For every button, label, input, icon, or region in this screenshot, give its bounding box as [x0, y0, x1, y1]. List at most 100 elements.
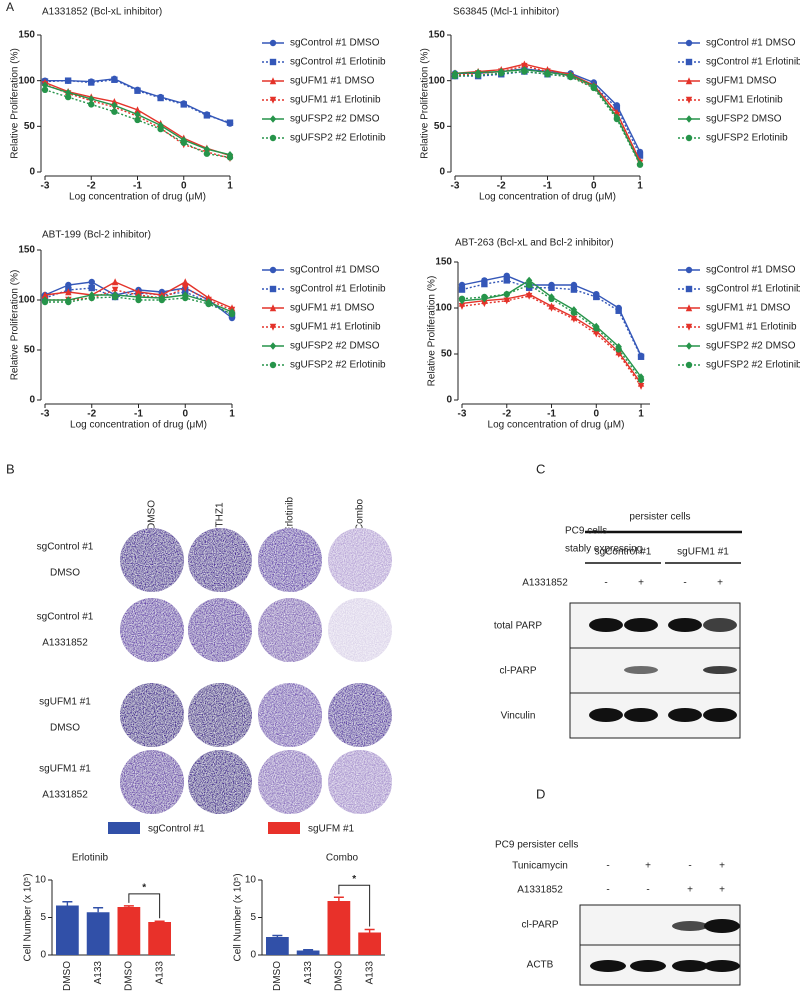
y-tick-label: 50 [434, 121, 446, 132]
group-label: sgControl #1 [595, 547, 652, 558]
marker [226, 119, 234, 126]
legend-label: sgUFSP2 #2 Erlotinib [706, 360, 800, 371]
treatment-label: Tunicamycin [512, 861, 568, 872]
legend-marker [269, 285, 277, 293]
treatment-sign: - [646, 885, 649, 896]
marker [481, 300, 488, 308]
row-label: sgControl #1 [37, 542, 94, 553]
row-label: sgControl #1 [37, 612, 94, 623]
chart-title: S63845 (Mcl-1 inhibitor) [453, 7, 559, 18]
bar [86, 912, 110, 955]
header: persister cells [629, 512, 690, 523]
marker [41, 298, 49, 306]
marker [481, 293, 488, 301]
band [589, 618, 623, 632]
marker [498, 70, 505, 77]
y-tick-label: 150 [18, 245, 35, 256]
marker [111, 278, 119, 286]
legend-swatch [268, 822, 300, 834]
chart-title: ABT-263 (Bcl-xL and Bcl-2 inhibitor) [455, 238, 614, 249]
band-label: Vinculin [501, 711, 536, 722]
marker [41, 81, 49, 89]
colony-well [120, 598, 184, 662]
y-tick-label: 5 [40, 912, 46, 923]
x-tick-label: -3 [41, 409, 50, 420]
marker [135, 296, 142, 304]
marker [458, 295, 466, 302]
x-axis-label: Log concentration of drug (μM) [479, 192, 616, 203]
marker [525, 281, 533, 289]
marker [180, 139, 187, 146]
cell-line: PC9 cells [565, 526, 607, 537]
marker [41, 291, 49, 299]
y-tick-label: 0 [40, 950, 46, 961]
y-axis-label: Relative Proliferation (%) [10, 270, 21, 381]
legend-marker [685, 134, 693, 142]
legend-label: sgUFSP2 Erlotinib [706, 133, 788, 144]
legend-label: sgUFM1 Erlotinib [706, 95, 783, 106]
band [703, 666, 737, 674]
x-tick-label: -2 [497, 181, 506, 192]
row-label: DMSO [50, 568, 80, 579]
band-label: ACTB [527, 960, 554, 971]
marker [111, 97, 118, 105]
colony-well [258, 528, 322, 592]
marker [570, 315, 578, 323]
legend-label: sgUFSP2 #2 Erlotinib [290, 133, 386, 144]
marker [503, 277, 510, 284]
x-tick-label: 1 [229, 409, 235, 420]
legend-swatch [108, 822, 140, 834]
x-tick-label: -3 [458, 409, 467, 420]
x-tick-label: -1 [543, 181, 552, 192]
error-bar [154, 920, 165, 922]
marker [613, 104, 621, 112]
marker [474, 71, 482, 79]
colony-well [328, 683, 392, 747]
marker [451, 72, 459, 80]
marker [111, 101, 118, 110]
y-tick-label: 0 [250, 950, 256, 961]
marker [157, 125, 164, 133]
significance-bracket [128, 893, 161, 919]
band [703, 708, 737, 722]
x-tick-label: A133 [154, 961, 165, 985]
treatment-sign: + [719, 861, 725, 872]
legend-marker [269, 304, 277, 312]
x-tick-label: A133 [364, 961, 375, 985]
y-tick-label: 150 [18, 30, 35, 41]
marker [65, 298, 72, 306]
series-line [454, 70, 641, 166]
legend-marker [685, 342, 693, 350]
y-tick-label: 100 [435, 303, 452, 314]
treatment-label: A1331852 [522, 578, 568, 589]
colony-well [328, 528, 392, 592]
legend-marker [685, 285, 693, 293]
legend-marker [269, 58, 277, 66]
marker [567, 73, 574, 81]
y-tick-label: 10 [245, 875, 257, 886]
column-label: DMSO [147, 500, 158, 530]
legend-label: sgUFM1 #1 DMSO [706, 303, 791, 314]
significance-bracket [338, 884, 371, 927]
legend-marker [269, 96, 277, 104]
marker [544, 71, 551, 78]
marker [637, 383, 645, 390]
marker [637, 376, 645, 383]
error-bar [303, 949, 314, 951]
treatment-sign: + [638, 578, 644, 589]
legend-marker [685, 323, 693, 331]
error-bar [123, 905, 134, 907]
y-axis-label: Relative Proliferation (%) [420, 48, 431, 159]
marker [88, 101, 95, 108]
marker [88, 294, 95, 302]
y-tick-label: 5 [250, 912, 256, 923]
legend-label: sgControl #1 [148, 824, 205, 835]
marker [88, 79, 95, 86]
legend-marker [269, 342, 277, 350]
bar [117, 907, 141, 955]
y-axis-label: Relative Proliferation (%) [427, 276, 438, 387]
colony-well [188, 528, 252, 592]
marker [226, 154, 234, 161]
band [630, 960, 666, 972]
